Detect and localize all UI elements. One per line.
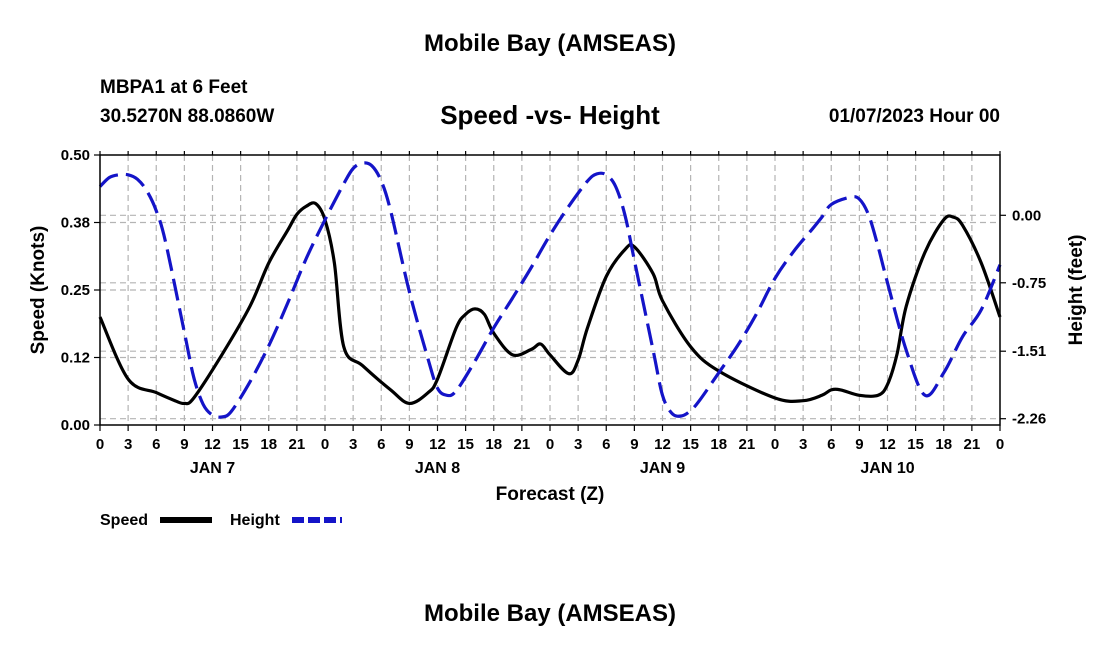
chart-series: [98, 161, 1002, 419]
y-right-tick-label: 0.00: [1012, 207, 1041, 224]
x-tick-label: 6: [152, 436, 160, 453]
x-tick-label: 0: [96, 436, 104, 453]
chart-main-title: Mobile Bay (AMSEAS): [423, 30, 677, 57]
x-tick-label: 0: [771, 436, 779, 453]
x-tick-label: 0: [996, 436, 1004, 453]
chart-subtitle: Speed -vs- Height: [440, 100, 660, 130]
x-tick-label: 18: [485, 436, 502, 453]
x-tick-label: 12: [654, 436, 671, 453]
x-tick-label: 15: [682, 436, 699, 453]
y-left-tick-label: 0.38: [61, 215, 90, 232]
x-day-label: JAN 10: [860, 460, 914, 477]
y-left-tick-label: 0.00: [61, 417, 90, 434]
x-tick-label: 18: [935, 436, 952, 453]
x-tick-label: 9: [855, 436, 863, 453]
x-tick-label: 21: [514, 436, 531, 453]
x-tick-label: 15: [457, 436, 474, 453]
x-tick-label: 12: [429, 436, 446, 453]
x-tick-label: 9: [405, 436, 413, 453]
x-tick-label: 21: [964, 436, 981, 453]
x-axis-label: Forecast (Z): [496, 484, 605, 505]
series-line-height: [98, 161, 1002, 419]
series-line-speed: [98, 201, 1002, 406]
chart-axes: 0 3 6 9 12 15 18 21 0 3 6 9 12 15 18 21 0 3 6 9 12 15 18 21 0 3 6 9…: [61, 147, 1046, 477]
y-right-tick-label: -1.51: [1012, 343, 1046, 360]
x-tick-label: 15: [907, 436, 924, 453]
y-axis-left-label: Speed (Knots): [28, 226, 49, 355]
x-day-label: JAN 9: [640, 460, 685, 477]
y-right-tick-label: -0.75: [1012, 275, 1046, 292]
y-left-tick-label: 0.25: [61, 282, 90, 299]
x-tick-label: 3: [124, 436, 132, 453]
x-tick-label: 18: [260, 436, 277, 453]
x-tick-label: 0: [321, 436, 329, 453]
x-tick-label: 9: [630, 436, 638, 453]
y-left-tick-label: 0.12: [61, 350, 90, 367]
station-coordinates: 30.5270N 88.0860W: [100, 106, 275, 127]
y-right-tick-label: -2.26: [1012, 411, 1046, 428]
x-tick-label: 6: [827, 436, 835, 453]
x-tick-label: 21: [739, 436, 756, 453]
chart-legend: Speed Height: [100, 512, 342, 529]
footer-title: Mobile Bay (AMSEAS): [423, 600, 677, 627]
x-tick-label: 6: [377, 436, 385, 453]
chart-grid: [100, 155, 1000, 425]
x-tick-label: 15: [232, 436, 249, 453]
x-tick-label: 3: [574, 436, 582, 453]
station-label: MBPA1 at 6 Feet: [100, 77, 248, 98]
legend-height-label: Height: [230, 512, 280, 529]
x-tick-label: 12: [879, 436, 896, 453]
x-tick-label: 3: [349, 436, 357, 453]
x-day-label: JAN 7: [190, 460, 235, 477]
x-tick-label: 0: [546, 436, 554, 453]
x-tick-label: 21: [289, 436, 306, 453]
x-tick-label: 6: [602, 436, 610, 453]
x-tick-label: 9: [180, 436, 188, 453]
forecast-datetime: 01/07/2023 Hour 00: [828, 106, 1000, 127]
y-left-tick-label: 0.50: [61, 147, 90, 164]
x-tick-label: 12: [204, 436, 221, 453]
y-axis-right-label: Height (feet): [1066, 235, 1087, 346]
x-tick-label: 18: [710, 436, 727, 453]
x-day-label: JAN 8: [415, 460, 460, 477]
x-tick-label: 3: [799, 436, 807, 453]
legend-speed-label: Speed: [100, 512, 148, 529]
